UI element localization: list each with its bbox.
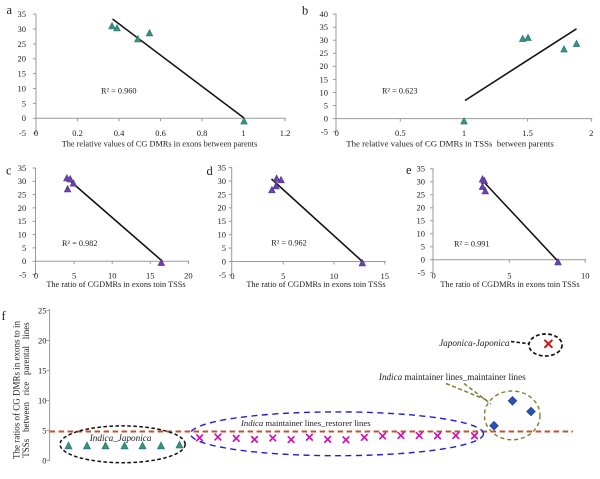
svg-text:10: 10 [18,230,27,240]
svg-text:10: 10 [320,87,329,97]
svg-text:1.5: 1.5 [522,128,533,138]
svg-text:-5: -5 [19,269,26,279]
svg-text:TSSs between rice parental lin: TSSs between rice parental lines [21,322,31,458]
svg-text:-5: -5 [19,128,26,138]
svg-text:1: 1 [462,128,466,138]
svg-text:1: 1 [241,128,245,138]
svg-text:20: 20 [218,203,227,213]
svg-text:0.2: 0.2 [72,128,83,138]
svg-text:25: 25 [38,305,47,315]
svg-text:Indica maintainer lines_restor: Indica maintainer lines_restorer lines [240,418,371,428]
svg-text:-5: -5 [219,270,226,280]
svg-text:30: 30 [18,176,27,186]
svg-text:20: 20 [18,203,27,213]
svg-text:Japonica-Japonica: Japonica-Japonica [439,338,510,348]
svg-text:0.4: 0.4 [114,128,125,138]
svg-text:5: 5 [42,425,46,435]
svg-text:35: 35 [18,163,27,173]
svg-text:35: 35 [417,164,426,174]
svg-text:25: 25 [218,189,227,199]
svg-text:0: 0 [22,256,26,266]
svg-text:The ratio of CGDMRs in exons t: The ratio of CGDMRs in exons toin TSSs [440,280,579,289]
svg-text:0: 0 [431,271,435,281]
svg-text:b: b [302,4,308,18]
svg-text:10: 10 [218,230,227,240]
svg-text:R² = 0.991: R² = 0.991 [454,240,490,249]
svg-text:R² = 0.623: R² = 0.623 [382,87,418,96]
svg-text:10: 10 [330,271,339,281]
svg-text:a: a [7,3,13,17]
svg-text:f: f [2,309,7,323]
svg-text:30: 30 [417,177,426,187]
svg-text:10: 10 [38,395,47,405]
svg-text:The relative values of CG DMRs: The relative values of CG DMRs in exons … [62,139,258,148]
svg-text:-5: -5 [418,268,425,278]
svg-text:5: 5 [222,243,226,253]
svg-text:0: 0 [22,113,26,123]
svg-text:Indica_Japonica: Indica_Japonica [89,433,152,443]
svg-text:15: 15 [381,271,390,281]
svg-text:5: 5 [507,271,511,281]
svg-text:25: 25 [18,190,27,200]
svg-text:5: 5 [421,242,425,252]
svg-text:15: 15 [38,365,47,375]
svg-text:0: 0 [34,271,38,281]
svg-text:2: 2 [589,128,593,138]
svg-text:The ratios of CG DMRs in exons: The ratios of CG DMRs in exons to in [11,321,21,459]
svg-text:The ratio of CGDMRs in exons t: The ratio of CGDMRs in exons toin TSSs [246,280,385,289]
svg-text:R² = 0.982: R² = 0.982 [62,239,98,248]
svg-text:R² = 0.960: R² = 0.960 [101,87,137,96]
svg-text:0: 0 [421,255,425,265]
svg-text:5: 5 [22,98,26,108]
svg-text:0: 0 [42,455,46,465]
svg-text:30: 30 [218,176,227,186]
svg-text:0.8: 0.8 [197,128,208,138]
svg-text:15: 15 [18,69,27,79]
svg-text:20: 20 [320,61,329,71]
svg-text:15: 15 [218,216,227,226]
svg-text:10: 10 [18,83,27,93]
svg-text:0: 0 [324,114,328,124]
svg-text:0: 0 [230,271,234,281]
svg-text:20: 20 [18,54,27,64]
svg-text:0.5: 0.5 [395,128,406,138]
svg-text:35: 35 [18,9,27,19]
svg-text:e: e [406,163,412,177]
svg-text:0: 0 [222,256,226,266]
svg-text:20: 20 [417,203,426,213]
svg-text:Indica maintainer lines_mainta: Indica maintainer lines_maintainer lines [378,372,526,382]
svg-text:c: c [6,164,12,178]
svg-text:-5: -5 [321,127,328,137]
svg-text:25: 25 [320,48,329,58]
svg-text:5: 5 [324,100,328,110]
svg-text:25: 25 [18,39,27,49]
svg-text:15: 15 [146,271,155,281]
svg-text:The relative values of CG DMRs: The relative values of CG DMRs in TSSs b… [346,138,554,148]
svg-text:0: 0 [34,128,38,138]
svg-text:5: 5 [72,271,76,281]
svg-text:10: 10 [417,229,426,239]
svg-text:5: 5 [22,243,26,253]
svg-text:R² = 0.962: R² = 0.962 [271,239,307,248]
svg-text:35: 35 [320,22,329,32]
svg-text:15: 15 [417,216,426,226]
svg-text:5: 5 [281,271,285,281]
svg-text:20: 20 [38,335,47,345]
svg-text:10: 10 [581,271,590,281]
svg-text:15: 15 [18,216,27,226]
svg-text:10: 10 [108,271,117,281]
svg-text:30: 30 [18,24,27,34]
svg-text:0.6: 0.6 [155,128,166,138]
svg-text:1.2: 1.2 [280,128,291,138]
svg-text:d: d [207,164,214,178]
svg-text:The ratio of CGDMRs in exons t: The ratio of CGDMRs in exons toin TSSs [46,280,185,289]
svg-text:40: 40 [320,9,329,19]
svg-text:35: 35 [218,163,227,173]
svg-text:20: 20 [184,271,193,281]
svg-text:15: 15 [320,74,329,84]
svg-text:30: 30 [320,35,329,45]
svg-text:0: 0 [335,128,339,138]
svg-text:25: 25 [417,190,426,200]
